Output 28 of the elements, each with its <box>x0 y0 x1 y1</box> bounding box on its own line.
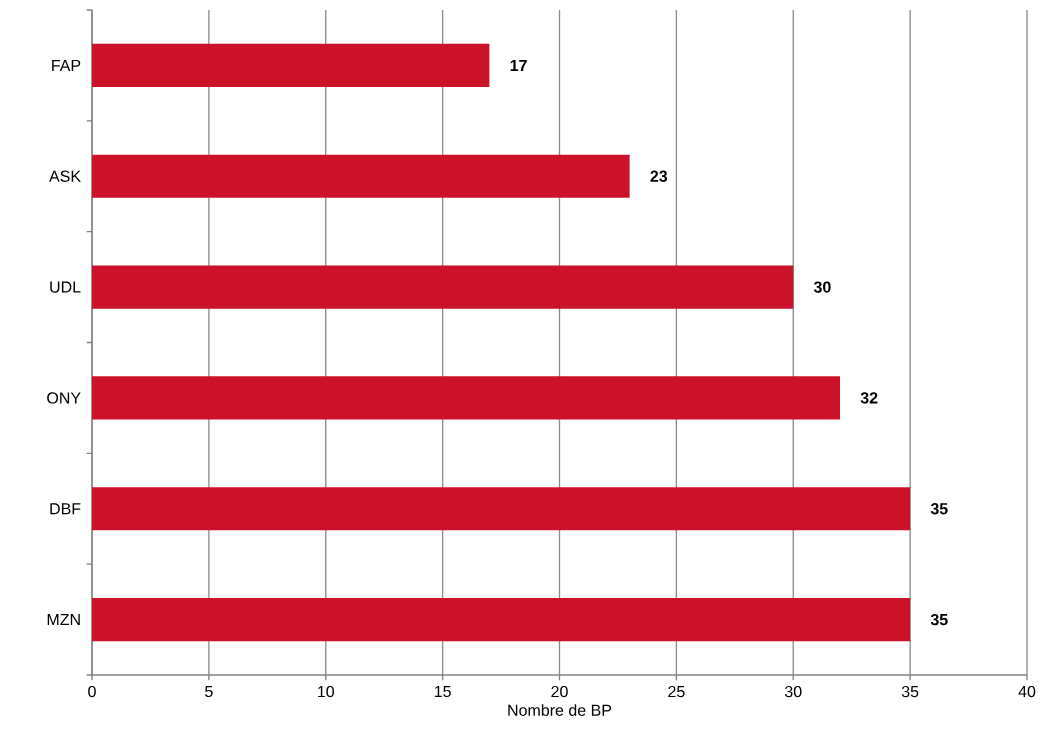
data-label: 17 <box>510 59 527 71</box>
y-tick-label: MZN <box>47 614 80 626</box>
y-tick-label: UDL <box>50 281 81 293</box>
x-tick-label: 40 <box>1018 685 1036 698</box>
x-tick-label: 35 <box>901 685 919 698</box>
x-tick-label: 10 <box>318 685 335 698</box>
x-axis-title: Nombre de BP <box>508 704 612 716</box>
y-tick-label: ASK <box>49 170 81 182</box>
data-label: 23 <box>650 170 668 182</box>
bar <box>92 597 911 642</box>
data-label: 35 <box>930 503 948 515</box>
bar <box>92 376 840 420</box>
x-tick-label: 25 <box>668 685 685 698</box>
x-tick-label: 20 <box>551 685 568 698</box>
data-label: 30 <box>813 281 831 293</box>
bar <box>92 265 794 309</box>
bar <box>92 487 911 531</box>
y-tick-label: ONY <box>47 392 81 404</box>
y-tick-label: FAP <box>52 59 81 71</box>
x-tick-label: 5 <box>205 685 213 698</box>
bar <box>92 154 630 198</box>
x-tick-label: 30 <box>784 685 802 698</box>
data-label: 32 <box>860 392 878 404</box>
bar <box>92 43 490 88</box>
data-label: 35 <box>930 613 948 626</box>
x-tick-label: 0 <box>88 685 96 698</box>
x-tick-label: 15 <box>434 685 451 698</box>
y-tick-label: DBF <box>50 503 81 515</box>
